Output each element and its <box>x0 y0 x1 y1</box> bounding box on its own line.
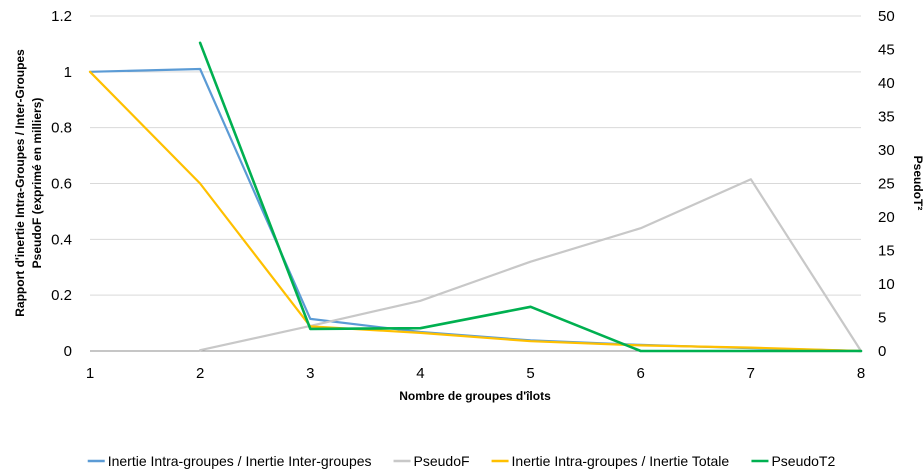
y-right-tick-label: 5 <box>878 310 886 327</box>
series-line-2 <box>199 178 863 353</box>
x-axis-ticks: 1 2 3 4 5 6 7 8 <box>86 365 865 382</box>
legend-label: Inertie Intra-groupes / Inertie Totale <box>512 453 730 469</box>
y-axis-right-title: PseudoT² <box>911 156 923 211</box>
y-right-tick-label: 25 <box>878 176 895 193</box>
legend: Inertie Intra-groupes / Inertie Inter-gr… <box>87 453 835 469</box>
y-left-tick-label: 0.4 <box>51 231 72 248</box>
y-right-tick-label: 45 <box>878 42 895 59</box>
x-tick-label: 2 <box>196 365 204 382</box>
legend-label: Inertie Intra-groupes / Inertie Inter-gr… <box>108 453 372 469</box>
x-axis-title: Nombre de groupes d'îlots <box>399 389 551 403</box>
legend-label: PseudoF <box>414 453 470 469</box>
y-left-tick-label: 1.2 <box>51 8 72 25</box>
y-right-tick-label: 40 <box>878 75 895 92</box>
series-line-1 <box>88 67 863 353</box>
y-left-tick-label: 0.8 <box>51 120 72 137</box>
y-left-tick-label: 1 <box>64 64 72 81</box>
y-axis-left-title-line1: Rapport d'inertie Intra-Groupes / Inter-… <box>13 49 27 317</box>
y-left-tick-label: 0.6 <box>51 176 72 193</box>
y-right-tick-label: 30 <box>878 142 895 159</box>
series-line-3 <box>88 70 863 353</box>
y-right-tick-label: 15 <box>878 243 895 260</box>
series-lines <box>88 41 863 353</box>
right-axis-ticks: 0 5 10 15 20 25 30 35 40 45 50 <box>878 8 895 360</box>
y-right-tick-label: 20 <box>878 209 895 226</box>
x-tick-label: 7 <box>747 365 755 382</box>
y-right-tick-label: 50 <box>878 8 895 25</box>
y-right-tick-label: 35 <box>878 109 895 126</box>
y-left-tick-label: 0.2 <box>51 287 72 304</box>
series-line-4 <box>198 41 863 353</box>
x-tick-label: 5 <box>526 365 534 382</box>
left-axis-ticks: 0 0.2 0.4 0.6 0.8 1 1.2 <box>51 8 72 360</box>
gridlines <box>90 15 861 352</box>
legend-label: PseudoT2 <box>771 453 835 469</box>
x-tick-label: 8 <box>857 365 865 382</box>
x-tick-label: 4 <box>416 365 424 382</box>
y-right-tick-label: 0 <box>878 343 886 360</box>
x-tick-label: 1 <box>86 365 94 382</box>
y-left-tick-label: 0 <box>64 343 72 360</box>
x-tick-label: 3 <box>306 365 314 382</box>
x-tick-label: 6 <box>637 365 645 382</box>
y-axis-left-title-line2: PseudoF (exprimé en milliers) <box>30 98 44 269</box>
y-right-tick-label: 10 <box>878 276 895 293</box>
